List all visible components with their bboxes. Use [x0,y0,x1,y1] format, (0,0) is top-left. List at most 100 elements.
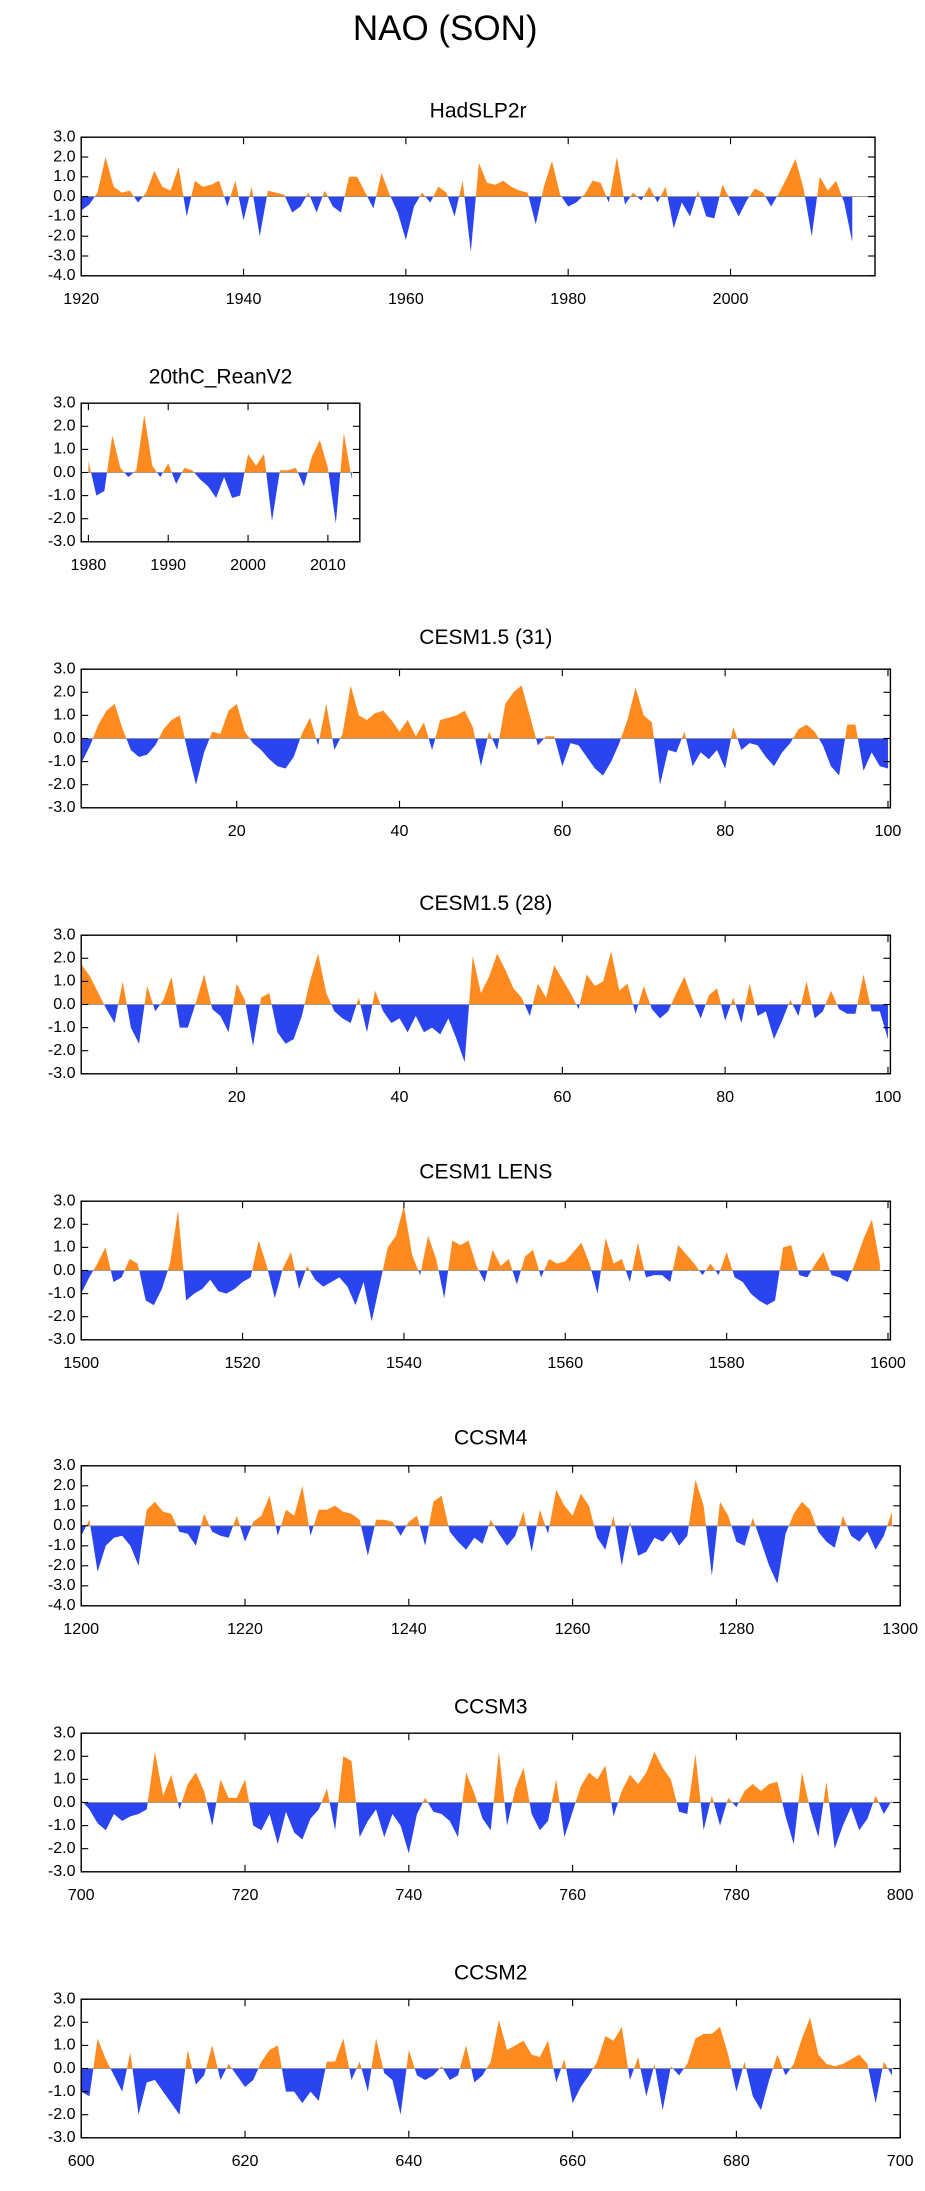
negative-area [81,196,853,253]
y-tick-label: 1.0 [53,706,75,724]
y-tick-label: 3.0 [53,1723,75,1741]
y-tick-label: -3.0 [48,1576,76,1594]
x-tick-label: 40 [391,1088,409,1106]
positive-area [81,1205,880,1271]
y-tick-label: -3.0 [48,798,76,816]
panel: 3.0 2.0 1.0 0.0 -1.0 -2.0 -3.0 20 40 60 80 100 CESM1… [48,892,902,1106]
y-tick-label: 2.0 [53,147,75,165]
y-tick-label: 0.0 [53,187,75,205]
positive-area [86,1479,893,1526]
x-tick-label: 1980 [550,290,586,308]
x-tick-label: 80 [716,822,734,840]
x-tick-label: 640 [395,2152,422,2170]
y-tick-label: -3.0 [48,1330,76,1348]
x-tick-label: 1920 [63,290,99,308]
positive-area [81,2017,893,2069]
x-tick-label: 20 [228,822,246,840]
negative-area [81,1802,893,1854]
x-tick-label: 600 [68,2152,95,2170]
x-tick-label: 2000 [230,556,266,574]
x-tick-label: 1540 [386,1354,422,1372]
y-tick-label: -1.0 [48,1816,76,1834]
positive-area [88,414,352,473]
x-tick-label: 2000 [713,290,749,308]
y-tick-label: 1.0 [53,1496,75,1514]
negative-area [81,1270,853,1322]
x-tick-label: 780 [723,1886,750,1904]
figure-title: NAO (SON) [353,9,538,48]
negative-area [88,472,352,524]
y-tick-label: 0.0 [53,995,75,1013]
y-tick-label: 3.0 [53,393,75,411]
y-tick-label: -2.0 [48,775,76,793]
x-tick-label: 1200 [63,1620,99,1638]
x-tick-label: 700 [68,1886,95,1904]
y-tick-label: -2.0 [48,1556,76,1574]
x-tick-label: 1240 [391,1620,427,1638]
x-tick-label: 80 [716,1088,734,1106]
y-tick-label: -2.0 [48,1041,76,1059]
y-tick-label: -3.0 [48,1862,76,1880]
y-tick-label: 1.0 [53,2036,75,2054]
y-tick-label: -2.0 [48,226,76,244]
negative-area [82,738,888,785]
panel: 3.0 2.0 1.0 0.0 -1.0 -2.0 -3.0 600 620 640 660 680 7… [48,1962,914,2170]
x-tick-label: 700 [887,2152,914,2170]
y-tick-label: 1.0 [53,1238,75,1256]
y-tick-label: -3.0 [48,246,76,264]
y-tick-label: -2.0 [48,509,76,527]
y-tick-label: 3.0 [53,1456,75,1474]
y-tick-label: 0.0 [53,1516,75,1534]
x-tick-label: 20 [228,1088,246,1106]
y-tick-label: 1.0 [53,440,75,458]
y-tick-label: 3.0 [53,659,75,677]
panel: 3.0 2.0 1.0 0.0 -1.0 -2.0 -3.0 700 720 740 760 780 8… [48,1696,914,1904]
negative-area [82,1004,888,1063]
panel: 3.0 2.0 1.0 0.0 -1.0 -2.0 -3.0 -4.0 1200 1220 1240… [48,1427,918,1638]
x-tick-label: 720 [232,1886,259,1904]
panel-title: CCSM2 [454,1962,528,1985]
x-tick-label: 1940 [226,290,262,308]
x-tick-label: 680 [723,2152,750,2170]
y-tick-label: -1.0 [48,752,76,770]
panel-title: HadSLP2r [430,100,527,123]
positive-area [82,685,888,739]
x-tick-label: 1260 [555,1620,591,1638]
x-tick-label: 1980 [70,556,106,574]
x-tick-label: 40 [391,822,409,840]
y-tick-label: -1.0 [48,207,76,225]
y-tick-label: 2.0 [53,417,75,435]
x-tick-label: 1960 [388,290,424,308]
positive-area [82,951,888,1005]
y-tick-label: 3.0 [53,1191,75,1209]
panel-title: CCSM3 [454,1696,528,1719]
x-tick-label: 1560 [547,1354,583,1372]
y-tick-label: 0.0 [53,463,75,481]
y-tick-label: 3.0 [53,127,75,145]
y-tick-label: -3.0 [48,2128,76,2146]
y-tick-label: -2.0 [48,1307,76,1325]
y-tick-label: -1.0 [48,1018,76,1036]
panel: 3.0 2.0 1.0 0.0 -1.0 -2.0 -3.0 1500 1520 1540 1560… [48,1161,906,1372]
x-tick-label: 740 [395,1886,422,1904]
y-tick-label: 0.0 [53,1261,75,1279]
x-tick-label: 1580 [709,1354,745,1372]
x-tick-label: 1990 [150,556,186,574]
x-tick-label: 620 [232,2152,259,2170]
y-tick-label: -4.0 [48,266,76,284]
plot-frame [80,1465,901,1607]
positive-area [81,1751,893,1803]
y-tick-label: 2.0 [53,1747,75,1765]
x-tick-label: 100 [875,822,902,840]
y-tick-label: 0.0 [53,729,75,747]
y-tick-label: 0.0 [53,1793,75,1811]
panel-title: CESM1.5 (28) [419,892,552,915]
plot-frame [80,136,876,277]
y-tick-label: 0.0 [53,2059,75,2077]
y-tick-label: -1.0 [48,1284,76,1302]
y-tick-label: 2.0 [53,1476,75,1494]
y-tick-label: -2.0 [48,2105,76,2123]
panel: 3.0 2.0 1.0 0.0 -1.0 -2.0 -3.0 1980 1990 2000 2010… [48,366,361,574]
